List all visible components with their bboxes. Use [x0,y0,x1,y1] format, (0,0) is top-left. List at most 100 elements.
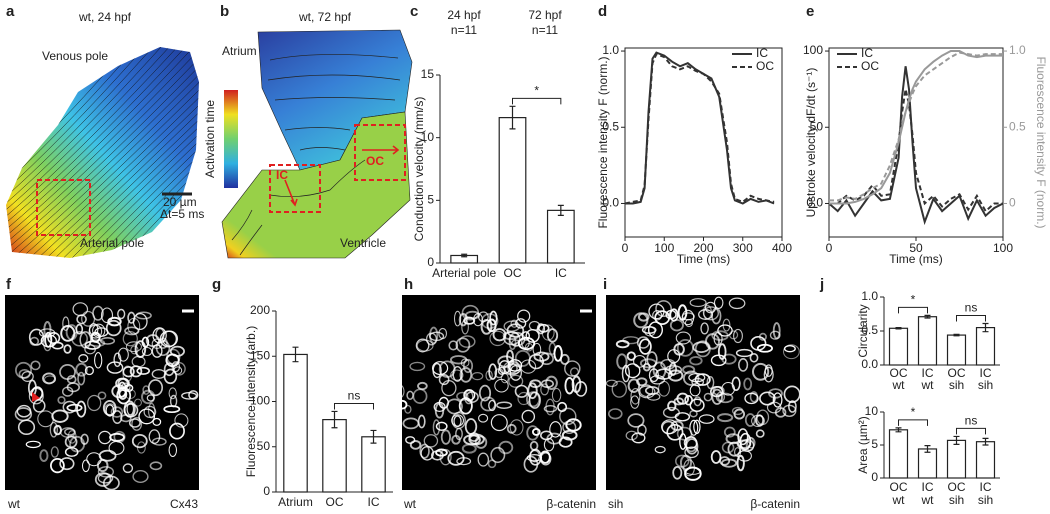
cell-outline [168,443,178,458]
cell-outline [774,407,787,418]
cell-outline [661,419,679,435]
cell-outline [39,449,49,462]
cell-outline [425,332,438,346]
cell-outline [98,430,112,445]
series-line [625,51,775,205]
cell-outline [487,459,497,469]
panel-letter: b [220,3,229,20]
cell-outline [689,398,705,412]
cell-outline [676,426,693,441]
cell-outline [772,392,783,408]
cell-outline [615,339,630,349]
cell-outline [117,347,129,362]
panel-letter: g [212,276,221,293]
cell-outline [525,391,541,408]
activation-map [6,47,199,258]
cell-outline [506,349,514,364]
cell-outline [455,337,471,353]
contour-line [95,47,199,258]
cell-outline [169,422,185,440]
cell-outline [667,400,677,412]
cell-outline [417,381,428,391]
cell-outline [497,366,506,375]
cell-outline [409,440,422,450]
cell-outline [134,398,142,407]
y-axis-label: Area (µm²) [856,416,870,474]
x-tick-label: OC [948,480,966,494]
cell-outline [66,403,83,412]
cell-outline [549,421,562,438]
plot-frame [828,47,1004,238]
image-label: sih [608,497,623,511]
cell-outline [123,400,136,418]
bar [917,316,938,366]
column-header: n=11 [532,23,558,37]
image-label: wt [7,497,21,511]
y-tick-label: 0 [263,484,270,498]
bar [498,117,527,264]
cell-outline [64,435,78,449]
cell-outline [564,360,581,377]
cell-outline [127,311,136,324]
cell-outline [423,434,439,448]
cell-outline [409,361,426,372]
cell-outline [21,370,34,383]
cell-outline [721,381,736,396]
y-tick-label: 0.0 [806,196,823,210]
significance-bracket [334,402,374,410]
cell-outline [43,335,52,352]
significance-bracket [956,427,986,435]
panel-i: sih β-catenin [605,295,801,511]
cell-outline [129,365,143,378]
y-tick-label: 100 [250,394,270,408]
cell-outline [758,332,767,341]
cell-outline [51,341,64,350]
cell-outline [684,395,693,406]
cell-outline [163,368,178,385]
y-axis-label: Upstroke velocity dF/dt (s⁻¹) [804,68,818,218]
cell-outline [84,366,94,376]
series-line [829,51,1003,202]
x-tick-label: IC [555,266,567,280]
plot-frame [624,47,783,238]
cell-outline [684,318,693,328]
panel-h: wt β-catenin [390,295,596,511]
cell-outline [136,441,146,454]
cell-outline [50,458,65,474]
significance-bracket [898,306,928,314]
panel-f: wt Cx43 [5,295,199,511]
cell-outline [486,318,497,333]
cell-outline [616,353,628,370]
cell-outline [633,355,647,368]
cell-outline [655,300,672,318]
series-line [829,50,1003,205]
cell-outline [477,452,490,467]
cell-outline [672,466,683,480]
cell-outline [508,331,526,347]
y-tick-label: 100 [803,43,823,57]
cell-outline [646,351,658,368]
cell-outline [520,359,537,374]
x-tick-label: OC [890,480,908,494]
cell-outline [158,337,168,350]
cell-outline [558,436,573,448]
cell-outline [749,353,759,363]
cell-outline [642,362,651,372]
scale-label: 20 µm [163,195,197,209]
cell-outline [660,358,676,370]
cell-outline [540,383,550,396]
series-line [829,88,1003,213]
region-label: Venous pole [42,49,108,63]
region-label: Arterial pole [80,236,144,250]
x-tick-label: Arterial pole [432,266,496,280]
y-tick-label: 0.0 [861,357,878,371]
cell-outline [756,343,773,353]
panel-title: wt, 72 hpf [298,10,352,24]
cell-outline [698,414,715,424]
cell-outline [717,343,727,360]
x-tick-label: OC [948,366,966,380]
roi-box [269,164,321,213]
cell-outline [51,409,69,423]
cell-outline [673,343,685,356]
contour-line [6,47,199,258]
